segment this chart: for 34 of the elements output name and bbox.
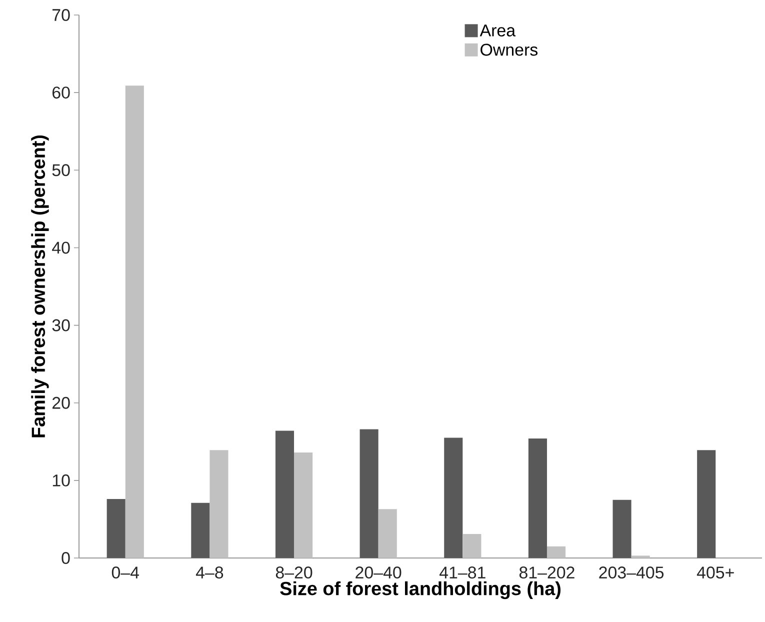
x-tick-label: 0–4 xyxy=(112,566,139,579)
y-tick-label: 60 xyxy=(52,86,70,99)
bar xyxy=(378,509,397,558)
x-tick-label: 4–8 xyxy=(196,566,224,579)
bar xyxy=(546,546,566,558)
bar xyxy=(528,438,547,558)
x-axis-title: Size of forest landholdings (ha) xyxy=(280,581,560,600)
y-tick-label: 40 xyxy=(52,242,70,254)
bar xyxy=(125,86,144,558)
x-tick-label: 20–40 xyxy=(356,566,402,579)
y-tick-label: 0 xyxy=(62,552,70,564)
x-tick-label: 203–405 xyxy=(599,566,664,579)
bar xyxy=(294,452,313,558)
bar xyxy=(444,438,463,558)
x-tick-label: 41–81 xyxy=(440,566,486,579)
bar xyxy=(462,534,482,558)
bar xyxy=(612,500,632,558)
x-tick-label: 8–20 xyxy=(276,566,312,579)
legend-label: Area xyxy=(480,24,516,36)
bar xyxy=(360,429,378,558)
bar xyxy=(106,499,126,558)
bar xyxy=(275,430,294,558)
bar xyxy=(697,450,716,558)
bar xyxy=(191,502,210,558)
y-tick-label: 20 xyxy=(52,396,70,409)
y-tick-label: 50 xyxy=(52,164,70,176)
bar xyxy=(210,450,228,558)
y-tick-label: 10 xyxy=(52,474,70,486)
x-tick-label: 405+ xyxy=(696,566,734,579)
legend-label: Owners xyxy=(480,44,538,56)
y-axis-title: Family forest ownership (percent) xyxy=(31,135,49,438)
y-tick-label: 70 xyxy=(52,9,70,22)
y-tick-label: 30 xyxy=(52,319,70,332)
x-tick-label: 81–202 xyxy=(519,566,574,579)
